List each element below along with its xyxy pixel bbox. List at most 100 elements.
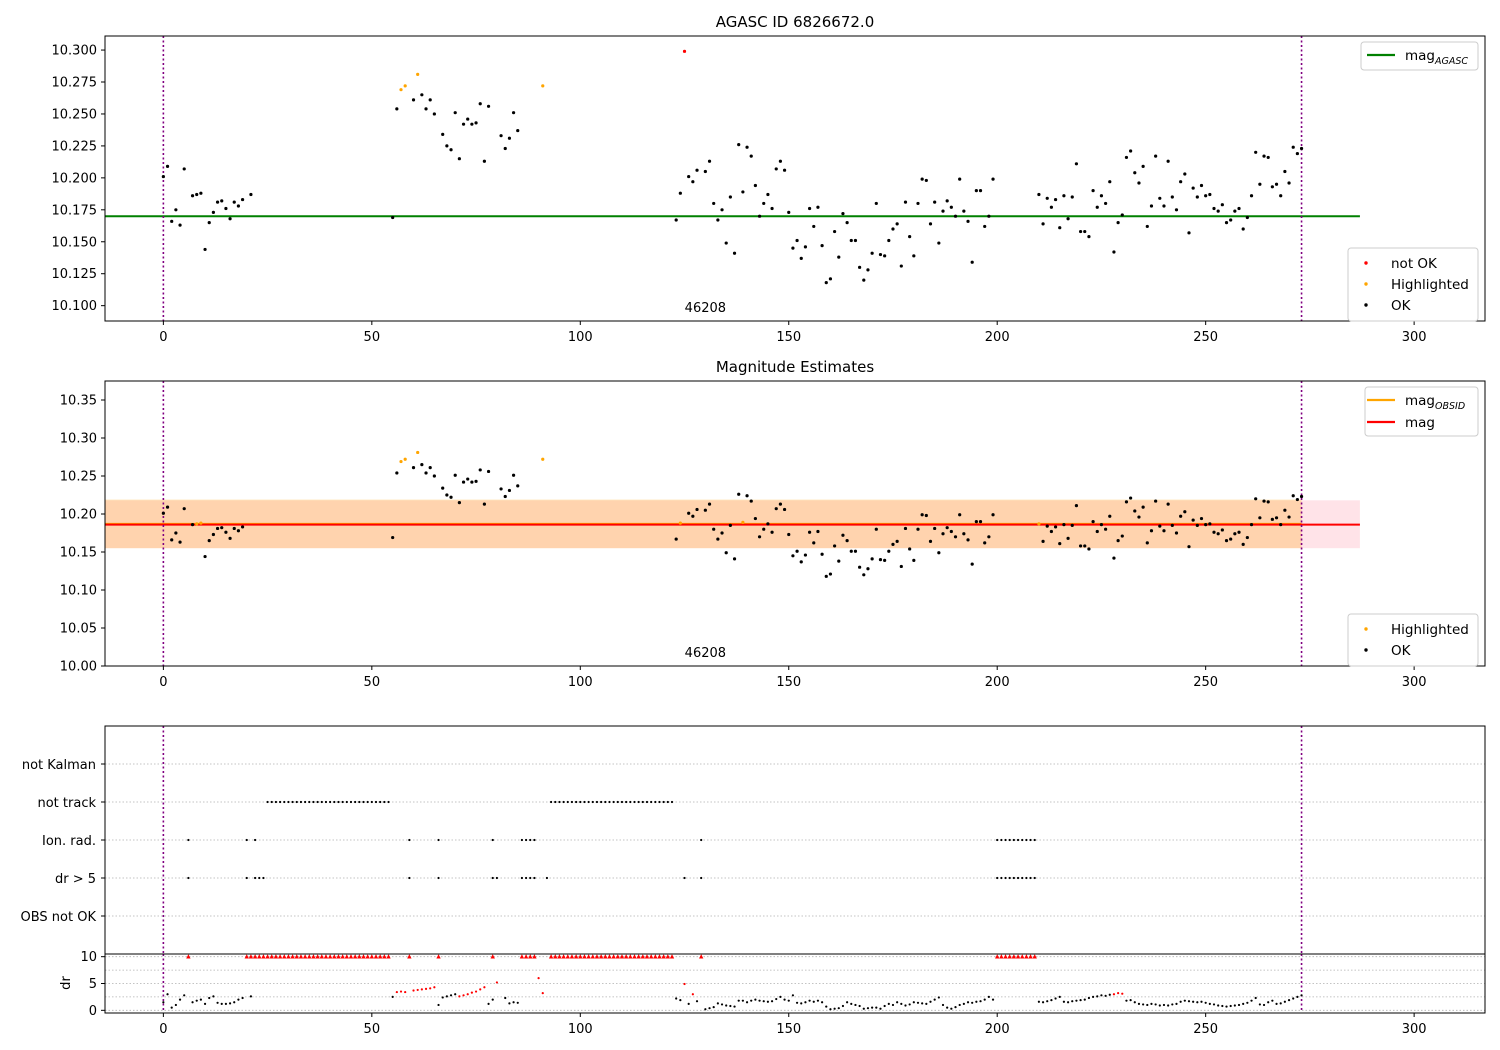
dr-point — [1204, 1001, 1207, 1004]
data-point — [1041, 539, 1045, 543]
data-point — [1116, 220, 1120, 225]
y-tick-label: 10.35 — [60, 394, 97, 409]
data-point — [766, 522, 770, 526]
data-point — [970, 260, 974, 264]
dr-point — [762, 1000, 765, 1003]
capped-dr-marker — [357, 954, 362, 959]
x-tick-label: 50 — [364, 330, 381, 345]
flag-point — [550, 800, 553, 804]
y-tick-label: 10.200 — [52, 171, 98, 186]
data-point — [441, 486, 445, 490]
dr-point — [412, 989, 415, 992]
data-point — [678, 191, 682, 195]
dr-point — [925, 1002, 928, 1005]
data-point — [928, 222, 933, 226]
data-point — [1087, 235, 1091, 239]
x-tick-label: 200 — [985, 675, 1010, 690]
dr-point — [683, 982, 686, 986]
data-point — [1112, 556, 1116, 560]
data-point — [395, 107, 399, 111]
data-point — [1220, 203, 1224, 207]
dr-point — [1154, 1003, 1157, 1006]
dr-point — [1087, 996, 1091, 1000]
dr-point — [846, 1001, 849, 1004]
data-point — [1174, 208, 1179, 212]
dr-point — [1046, 1000, 1049, 1003]
data-point — [799, 560, 803, 564]
flag-point — [670, 800, 674, 804]
data-point — [707, 502, 712, 506]
flag-point — [341, 800, 344, 804]
data-point — [774, 167, 778, 171]
dr-point — [1275, 1002, 1278, 1005]
data-point — [428, 98, 432, 102]
data-point — [728, 523, 732, 528]
data-point — [1162, 204, 1166, 208]
dr-point — [720, 1003, 724, 1006]
data-point — [541, 84, 545, 88]
dr-point — [1250, 999, 1253, 1002]
data-point — [1299, 146, 1304, 151]
data-point — [1095, 205, 1099, 209]
data-point — [470, 122, 474, 126]
dr-point — [1083, 998, 1086, 1001]
data-point — [841, 212, 845, 216]
data-point — [816, 205, 820, 209]
legend-label: magOBSID — [1405, 393, 1465, 412]
dr-point — [1246, 1001, 1249, 1004]
data-point — [674, 537, 678, 541]
data-point — [470, 480, 474, 484]
capped-dr-marker — [569, 954, 575, 959]
capped-dr-marker — [294, 954, 299, 959]
data-point — [724, 241, 728, 245]
capped-dr-marker — [327, 954, 333, 959]
y-tick-label: 10.250 — [52, 107, 98, 122]
data-point — [916, 201, 920, 206]
data-point — [703, 169, 707, 174]
data-point — [1058, 542, 1062, 546]
data-point — [687, 174, 691, 179]
dr-point — [241, 996, 244, 1000]
flag-point — [1029, 838, 1032, 842]
data-point — [453, 473, 457, 477]
capped-dr-marker — [632, 954, 637, 959]
dr-point — [454, 993, 457, 996]
data-point — [507, 488, 512, 493]
flag-point — [612, 800, 615, 804]
data-point — [1066, 217, 1070, 221]
flag-point — [1004, 876, 1007, 880]
data-point — [1237, 530, 1241, 534]
flag-point — [524, 876, 528, 880]
dr-point — [1037, 1000, 1040, 1003]
dr-point — [216, 1001, 219, 1004]
flag-point — [520, 838, 524, 842]
flag-point — [1029, 876, 1032, 880]
capped-dr-marker — [586, 954, 591, 959]
legend-label-subscript: AGASC — [1434, 56, 1468, 67]
data-point — [991, 513, 995, 517]
y-tick-label: 10.10 — [60, 584, 97, 599]
data-point — [787, 210, 791, 214]
capped-dr-marker — [648, 954, 654, 959]
data-point — [1295, 497, 1299, 502]
data-point — [812, 224, 816, 229]
data-point — [1066, 536, 1070, 540]
data-point — [511, 111, 516, 115]
dr-point — [795, 1001, 799, 1004]
dr-point — [1121, 992, 1124, 995]
data-point — [1137, 181, 1141, 185]
capped-dr-marker — [523, 954, 529, 959]
dr-point — [166, 993, 169, 996]
data-point — [878, 558, 883, 562]
data-point — [165, 164, 170, 168]
capped-dr-marker — [186, 954, 191, 959]
category-label: Ion. rad. — [42, 834, 96, 849]
data-point — [1053, 525, 1058, 529]
dr-point — [862, 1007, 865, 1010]
dr-point — [921, 1002, 924, 1005]
data-point — [949, 205, 953, 209]
data-point — [1249, 194, 1254, 198]
x-tick-label: 300 — [1402, 330, 1427, 345]
data-point — [837, 255, 841, 259]
data-point — [453, 111, 457, 115]
